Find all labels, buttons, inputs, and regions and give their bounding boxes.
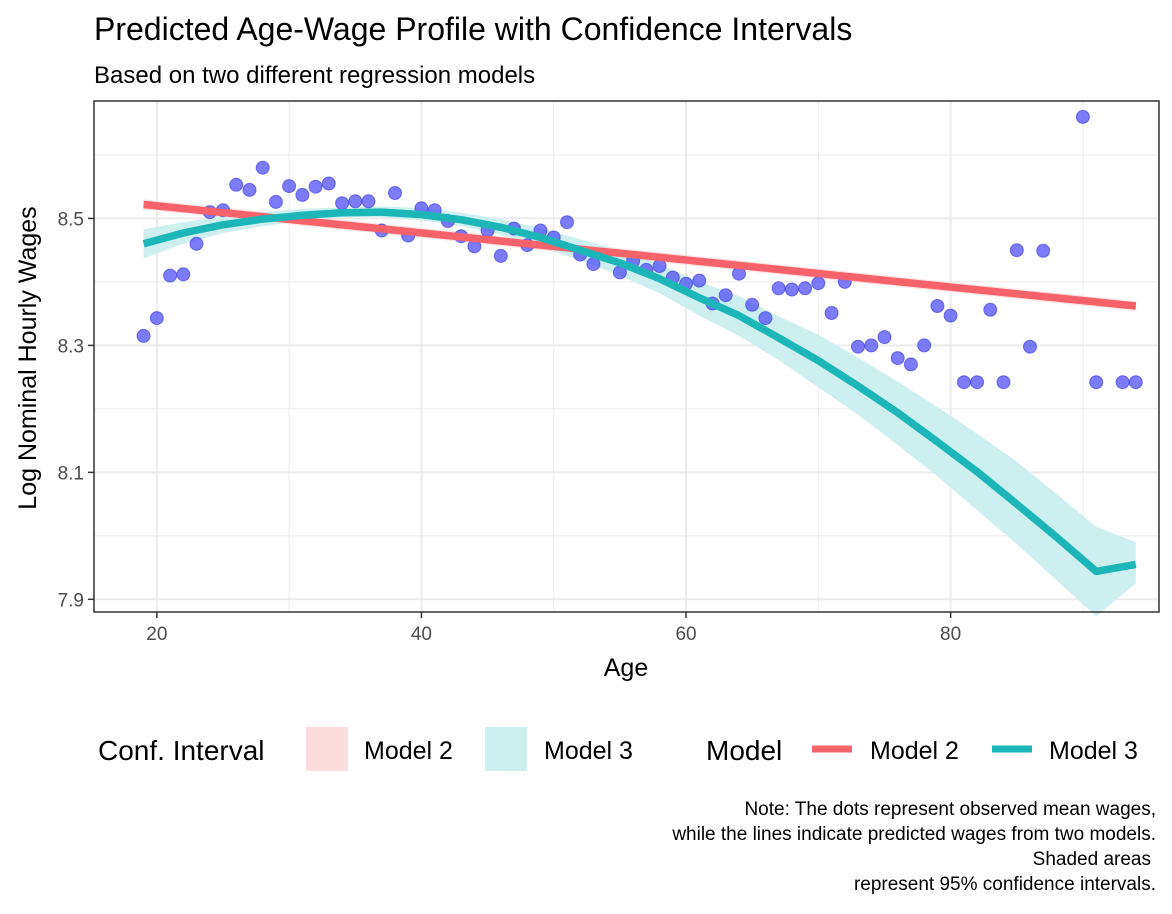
x-tick-label: 40 (411, 624, 432, 645)
observed-point (321, 176, 336, 191)
observed-point (335, 196, 350, 211)
y-tick-label: 7.9 (58, 590, 84, 611)
observed-point (176, 267, 191, 282)
observed-point (361, 194, 376, 209)
observed-point (917, 338, 932, 353)
observed-point (758, 311, 773, 326)
caption-line-4: represent 95% confidence intervals. (854, 874, 1156, 895)
model-lines (142, 200, 1137, 576)
legend-label-ci-model-3: Model 3 (544, 737, 633, 765)
line-model-2 (143, 200, 1137, 310)
observed-point (851, 339, 865, 354)
line-model-3 (142, 208, 1137, 576)
observed-point (295, 187, 310, 202)
observed-point (189, 236, 204, 251)
observed-point (877, 330, 892, 345)
legend: Conf. Interval Model 2 Model 3 Model Mod… (98, 727, 1138, 771)
observed-point (983, 302, 998, 317)
observed-point (560, 215, 574, 230)
observed-point (798, 281, 813, 296)
legend-label-line-model-2: Model 2 (870, 737, 959, 765)
legend-label-line-model-3: Model 3 (1049, 737, 1138, 765)
plot-panel (93, 100, 1160, 617)
observed-point (1023, 339, 1037, 354)
observed-point (1128, 375, 1143, 390)
observed-point (930, 299, 945, 313)
observed-point (864, 338, 879, 353)
observed-point (970, 375, 985, 390)
observed-point (996, 375, 1011, 390)
observed-point (268, 194, 283, 209)
panel-border (93, 100, 1160, 613)
observed-point (136, 328, 151, 343)
legend-key-ci-model-2 (306, 727, 348, 771)
legend-label-ci-model-2: Model 2 (364, 737, 453, 765)
observed-point (745, 297, 760, 312)
observed-point (811, 276, 826, 291)
observed-point (388, 186, 402, 200)
legend-title-ci: Conf. Interval (98, 735, 265, 766)
ci-band-model-3 (143, 206, 1136, 617)
x-tick-label: 20 (146, 624, 167, 645)
observed-point (1036, 243, 1051, 258)
y-tick-label: 8.1 (58, 463, 84, 484)
observed-point (903, 357, 918, 372)
observed-point (943, 308, 958, 323)
observed-point (1115, 375, 1130, 390)
observed-point (1089, 375, 1104, 390)
observed-point (163, 268, 178, 283)
observed-point (692, 273, 707, 288)
observed-point (242, 182, 257, 197)
observed-point (771, 281, 786, 296)
chart-subtitle: Based on two different regression models (94, 62, 535, 89)
legend-title-model: Model (706, 735, 782, 766)
observed-point (229, 177, 244, 192)
x-axis-title: Age (604, 654, 648, 682)
observed-point (282, 179, 297, 194)
y-tick-label: 8.5 (58, 209, 84, 230)
caption-line-3: Shaded areas (1033, 849, 1151, 870)
observed-point (348, 194, 363, 209)
observed-point (956, 375, 971, 390)
y-tick-label: 8.3 (58, 336, 84, 357)
observed-point (149, 311, 164, 326)
observed-point (718, 288, 733, 303)
caption: Note: The dots represent observed mean w… (671, 799, 1156, 895)
panel-background (94, 101, 1159, 612)
y-axis-title: Log Nominal Hourly Wages (14, 206, 42, 509)
observed-point (1075, 109, 1090, 124)
observed-point (890, 351, 905, 366)
observed-point (1009, 243, 1024, 258)
y-axis-ticks: 7.9 8.1 8.3 8.5 (58, 209, 94, 611)
observed-point (255, 160, 270, 175)
caption-line-2: while the lines indicate predicted wages… (671, 824, 1156, 845)
observed-point (308, 179, 323, 194)
x-tick-label: 80 (940, 624, 961, 645)
legend-key-ci-model-3 (485, 727, 527, 771)
observed-point (824, 306, 839, 320)
x-axis-ticks: 20 40 60 80 (146, 612, 961, 645)
observed-point (784, 282, 799, 297)
observed-point (493, 248, 508, 263)
x-tick-label: 60 (675, 624, 696, 645)
chart-title: Predicted Age-Wage Profile with Confiden… (94, 11, 852, 47)
caption-line-1: Note: The dots represent observed mean w… (744, 799, 1156, 820)
